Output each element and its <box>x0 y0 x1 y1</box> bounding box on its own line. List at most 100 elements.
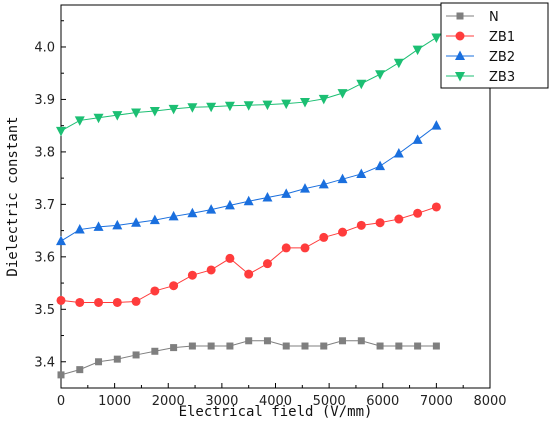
x-tick-label: 4000 <box>259 394 292 409</box>
data-point-n <box>151 347 159 355</box>
x-tick-label: 2000 <box>152 394 185 409</box>
legend-marker-zb1 <box>455 31 465 41</box>
data-point-zb2 <box>131 217 142 227</box>
data-point-n <box>432 342 440 350</box>
data-point-zb1 <box>375 218 385 228</box>
data-point-zb1 <box>56 295 66 305</box>
legend-marker-n <box>456 12 464 20</box>
data-point-zb2 <box>356 168 367 178</box>
legend-item-zb2: ZB2 <box>446 50 515 65</box>
data-point-zb1 <box>281 243 291 253</box>
series-zb1 <box>56 202 441 307</box>
data-point-zb1 <box>75 297 85 307</box>
x-axis-label: Electrical field (V/mm) <box>179 404 373 420</box>
data-point-n <box>282 342 290 350</box>
data-point-n <box>414 342 422 350</box>
data-point-zb2 <box>431 120 442 130</box>
data-point-zb3 <box>262 100 273 111</box>
data-point-zb2 <box>299 183 310 193</box>
data-point-zb3 <box>318 94 329 105</box>
data-point-zb2 <box>375 160 386 171</box>
legend-marker-zb2 <box>455 50 465 60</box>
data-point-zb3 <box>243 101 254 111</box>
data-point-n <box>57 371 65 379</box>
data-point-zb1 <box>300 243 310 253</box>
data-point-zb2 <box>206 204 217 214</box>
data-point-zb3 <box>187 103 198 113</box>
legend-label-zb2: ZB2 <box>489 50 515 65</box>
data-point-zb3 <box>112 111 123 121</box>
data-point-zb1 <box>338 227 348 237</box>
data-point-zb3 <box>168 104 179 115</box>
y-tick-label: 4.0 <box>34 40 55 55</box>
data-point-zb2 <box>337 173 348 184</box>
series-zb3 <box>56 33 442 137</box>
data-point-n <box>76 366 84 374</box>
data-point-zb1 <box>394 214 404 224</box>
data-point-zb2 <box>74 224 85 234</box>
y-axis-label: Dielectric constant <box>5 116 21 276</box>
data-point-zb1 <box>112 297 122 307</box>
plot-area-border <box>60 4 491 389</box>
data-point-n <box>245 337 253 345</box>
series-layer <box>56 33 442 379</box>
data-point-n <box>320 342 328 350</box>
data-point-zb3 <box>281 99 292 110</box>
data-point-zb1 <box>225 253 235 263</box>
data-point-zb1 <box>431 202 441 212</box>
data-point-zb2 <box>243 195 254 206</box>
legend-item-n: N <box>446 10 499 25</box>
x-tick-label: 8000 <box>473 394 506 409</box>
data-point-n <box>170 344 178 352</box>
data-point-zb2 <box>318 178 329 189</box>
data-point-zb3 <box>56 126 66 137</box>
data-point-n <box>95 358 103 366</box>
data-point-zb2 <box>149 214 160 225</box>
x-tick-label: 7000 <box>420 394 453 409</box>
data-point-n <box>395 342 403 350</box>
data-point-zb3 <box>299 98 310 108</box>
data-point-zb1 <box>187 270 197 280</box>
y-tick-label: 3.9 <box>34 93 55 108</box>
data-point-n <box>376 342 384 350</box>
legend-marker-zb3 <box>455 72 465 82</box>
data-point-zb2 <box>393 147 404 158</box>
x-tick-label: 0 <box>57 394 65 409</box>
legend-item-zb3: ZB3 <box>446 70 515 85</box>
data-point-zb3 <box>206 102 217 113</box>
data-point-n <box>301 342 309 350</box>
data-point-zb1 <box>356 220 366 230</box>
data-point-zb1 <box>169 281 179 291</box>
series-zb2 <box>56 120 442 246</box>
data-point-zb1 <box>244 269 254 279</box>
x-tick-label: 3000 <box>205 394 238 409</box>
data-point-zb3 <box>224 101 235 112</box>
data-point-n <box>226 342 234 350</box>
series-n <box>57 337 440 379</box>
data-point-zb3 <box>149 106 160 117</box>
data-point-zb2 <box>112 219 123 230</box>
data-point-n <box>263 337 271 345</box>
data-point-zb3 <box>337 89 348 99</box>
data-point-n <box>132 351 140 359</box>
data-point-n <box>339 337 347 345</box>
data-point-zb3 <box>393 58 404 69</box>
x-axis-ticks: 0 1000 2000 3000 4000 5000 6000 7000 8000 <box>57 383 507 409</box>
data-point-zb2 <box>412 134 423 144</box>
data-point-zb2 <box>224 199 235 210</box>
data-point-zb3 <box>131 108 142 119</box>
legend-label-n: N <box>489 10 499 25</box>
data-point-zb1 <box>262 259 272 269</box>
data-point-n <box>357 337 365 345</box>
y-tick-label: 3.6 <box>34 250 55 265</box>
data-point-zb2 <box>281 188 292 198</box>
data-point-zb1 <box>150 286 160 296</box>
x-tick-label: 5000 <box>313 394 346 409</box>
data-point-zb1 <box>94 297 104 307</box>
x-tick-label: 1000 <box>98 394 131 409</box>
legend: N ZB1 ZB2 ZB3 <box>440 2 549 89</box>
data-point-zb1 <box>206 265 216 275</box>
data-point-n <box>113 355 121 363</box>
legend-item-zb1: ZB1 <box>446 30 515 45</box>
